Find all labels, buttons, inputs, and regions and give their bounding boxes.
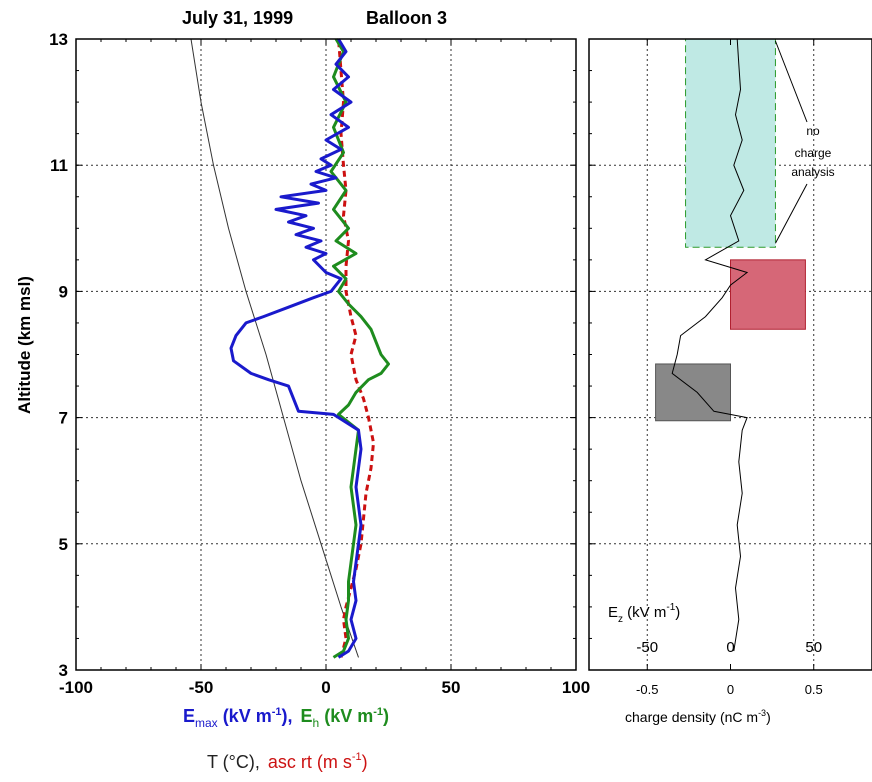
right-x-tick-label: 0.5 [805,682,823,697]
y-axis-label: Altitude (km msl) [15,276,34,414]
temp-series-line [190,38,359,658]
asc-series-line [337,38,375,658]
ez-label-main: E [608,604,618,621]
ez-axis-label: Ez (kV m-1) [608,602,680,625]
charge-box-no-analysis [685,38,776,248]
left-x-tick-label: 100 [562,678,590,697]
left-y-tick-label: 9 [59,282,68,301]
eh-label: E [301,706,313,726]
ez-tick-label: -50 [636,639,658,656]
charge-label-main: charge density (nC m [625,709,758,725]
emax-label-unit: (kV m [218,706,272,726]
annotation-line-2: charge [795,146,832,160]
asc-label: asc rt (m s [268,752,352,772]
left-y-tick-labels: 3 5 7 9 11 13 [49,30,68,680]
x-axis-label-temp-asc: T (°C), asc rt (m s-1) [207,751,368,772]
emax-label-close: ), [282,706,293,726]
left-gridlines [76,39,576,670]
left-y-tick-label: 5 [59,535,68,554]
no-analysis-annotation [774,40,808,244]
left-y-tick-label: 7 [59,409,68,428]
x-axis-label-fields: Emax (kV m-1), Eh (kV m-1) [183,706,389,730]
chart-title: July 31, 1999 [182,8,293,28]
left-y-tick-label: 11 [50,156,68,175]
ez-tick-label: 0 [726,639,734,656]
temp-label: T (°C), [207,752,260,772]
charge-box-positive [730,259,806,330]
eh-label-close: ) [383,706,389,726]
ez-label-close: ) [675,604,680,621]
ez-label-unit: (kV m [623,604,666,621]
asc-label-sup: -1 [352,751,362,763]
eh-label-unit: (kV m [319,706,373,726]
emax-series-line [229,38,363,659]
right-plot-panel: -0.5 0 0.5 -50 0 50 [588,38,872,697]
charge-box-negative [655,363,732,422]
annotation-line-3: analysis [791,165,834,179]
right-x-tick-labels: -0.5 0 0.5 [636,682,823,697]
ez-profile-line [671,38,749,652]
charge-label-sup: -3 [758,708,766,718]
annotation-pointer-bottom [775,183,808,244]
eh-label-sup: -1 [373,706,383,718]
right-x-tick-label: -0.5 [636,682,658,697]
emax-label: E [183,706,195,726]
charge-boxes [655,38,806,422]
annotation-line-1: no [806,124,820,138]
emax-label-sup: -1 [272,706,282,718]
asc-label-close: ) [362,752,368,772]
left-x-tick-label: -50 [189,678,214,697]
charge-label-close: ) [766,709,771,725]
left-x-tick-label: 50 [442,678,461,697]
left-series-group [190,38,390,659]
left-x-tick-labels: -100 -50 0 50 100 [59,678,590,697]
annotation-pointer-top [774,40,808,123]
left-tick-marks [75,38,577,671]
left-y-tick-label: 3 [59,661,68,680]
right-tick-marks [589,38,815,671]
right-x-tick-label: 0 [727,682,734,697]
left-x-tick-label: 0 [321,678,330,697]
ez-label-sup: -1 [666,602,675,613]
ez-tick-labels: -50 0 50 [636,639,822,656]
eh-label-sub: h [313,716,320,730]
right-x-axis-label: charge density (nC m-3) [625,708,771,725]
eh-series-line [329,38,390,659]
chart-subtitle: Balloon 3 [366,8,447,28]
left-plot-panel: -100 -50 0 50 100 3 5 7 9 11 13 [49,30,590,697]
ez-tick-label: 50 [805,639,822,656]
left-x-tick-label: -100 [59,678,93,697]
emax-label-sub: max [195,716,218,730]
right-series-group [671,38,749,652]
left-y-tick-label: 13 [49,30,68,49]
ez-label-sub: z [618,614,623,625]
